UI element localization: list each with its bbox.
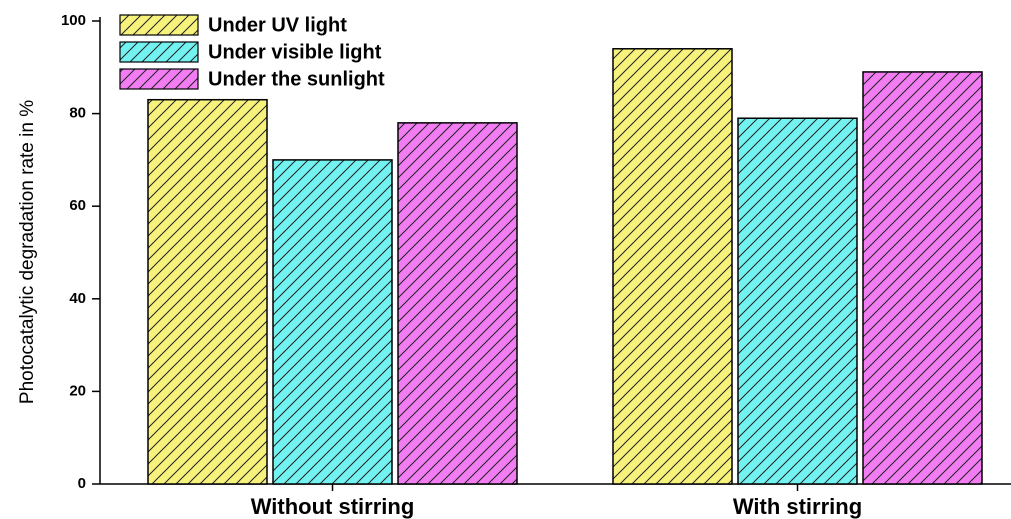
x-tick-label: Without stirring bbox=[251, 494, 415, 519]
y-tick-label: 40 bbox=[69, 290, 86, 307]
y-tick-label: 20 bbox=[69, 382, 86, 399]
legend-swatch bbox=[119, 14, 199, 36]
x-tick-label: With stirring bbox=[733, 494, 862, 519]
bar bbox=[397, 122, 518, 485]
bar bbox=[272, 159, 393, 485]
y-tick-label: 100 bbox=[61, 12, 86, 29]
y-axis-label: Photocatalytic degradation rate in % bbox=[17, 100, 38, 404]
y-tick-label: 80 bbox=[69, 105, 86, 122]
y-tick-label: 0 bbox=[78, 475, 86, 492]
legend-swatch bbox=[119, 41, 199, 63]
bar bbox=[737, 117, 858, 485]
bar bbox=[862, 71, 983, 485]
legend-label: Under UV light bbox=[208, 14, 347, 36]
legend-label: Under visible light bbox=[208, 41, 382, 63]
bar bbox=[612, 48, 733, 485]
legend-label: Under the sunlight bbox=[208, 68, 385, 90]
legend-swatch bbox=[119, 68, 199, 90]
bar bbox=[147, 98, 268, 485]
y-tick-label: 60 bbox=[69, 197, 86, 214]
